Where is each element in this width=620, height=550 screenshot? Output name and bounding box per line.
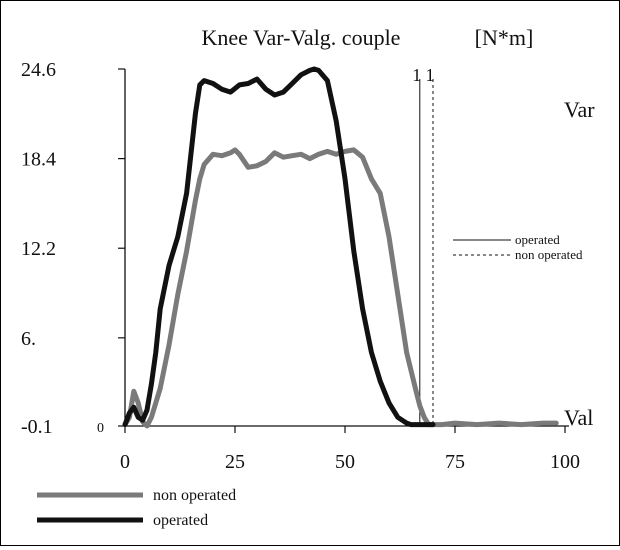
series-line-operated xyxy=(122,66,436,428)
x-tick-label: 25 xyxy=(225,451,245,473)
legend-label-non-operated: non operated xyxy=(153,487,236,504)
chart-unit: [N*m] xyxy=(475,25,534,50)
marker-label: 1 xyxy=(412,65,421,85)
x-tick-label: 75 xyxy=(445,451,465,473)
marker-legend-non-operated: non operated xyxy=(515,247,583,262)
marker-legend-operated: operated xyxy=(515,232,560,247)
chart-title: Knee Var-Valg. couple xyxy=(202,25,401,50)
zero-label: 0 xyxy=(97,421,104,436)
y-tick-label: -0.1 xyxy=(21,416,53,438)
region-label-var: Var xyxy=(564,97,595,122)
y-tick-label: 24.6 xyxy=(21,59,56,81)
x-tick-label: 50 xyxy=(335,451,355,473)
x-tick-label: 0 xyxy=(120,451,130,473)
y-tick-label: 18.4 xyxy=(21,149,56,171)
series-line-non-operated xyxy=(122,147,559,429)
legend-label-operated: operated xyxy=(153,512,208,529)
marker-label: 1 xyxy=(426,65,435,85)
x-tick-label: 100 xyxy=(550,451,580,473)
y-tick-label: 12.2 xyxy=(21,238,56,260)
y-tick-label: 6. xyxy=(21,328,36,350)
